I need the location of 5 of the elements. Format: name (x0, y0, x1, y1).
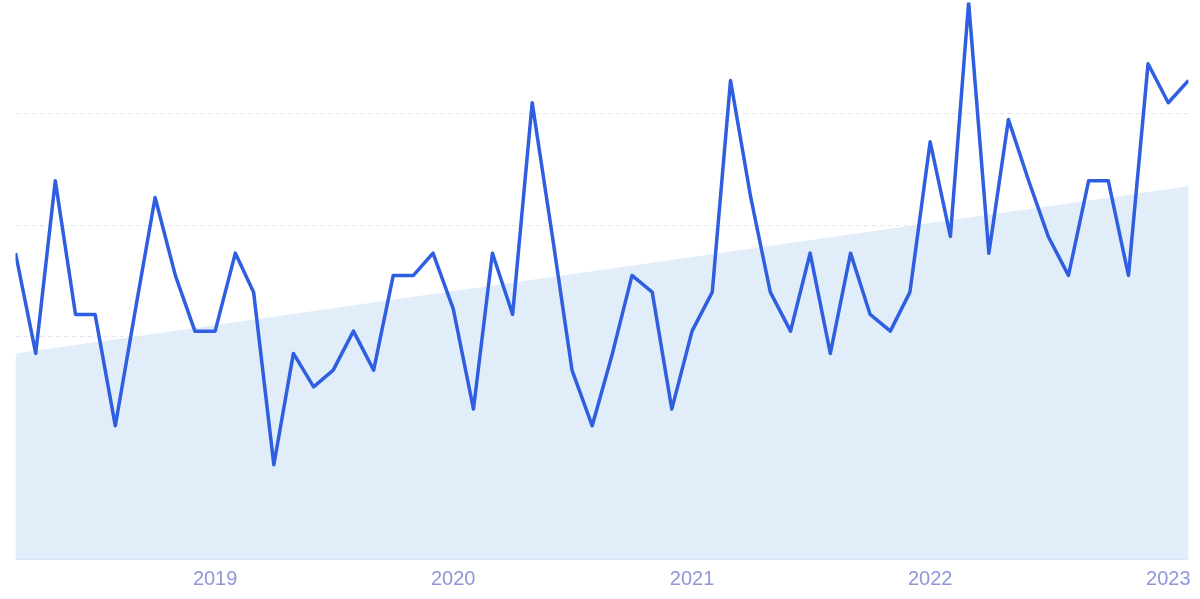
x-tick-label: 2023 (1146, 566, 1191, 589)
x-tick-label: 2020 (431, 566, 476, 589)
x-tick-label: 2022 (907, 566, 953, 589)
x-tick-label: 2019 (192, 566, 238, 589)
x-tick-label: 2021 (669, 566, 715, 589)
